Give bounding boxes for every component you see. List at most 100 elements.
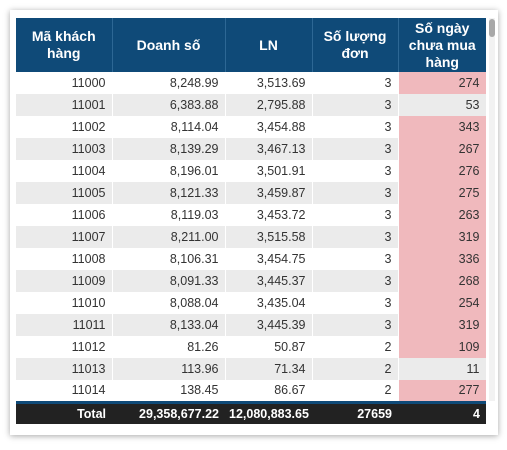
table-row[interactable]: 11001 6,383.88 2,795.88 3 53 — [16, 94, 486, 116]
revenue-cell: 8,088.04 — [112, 292, 226, 314]
order-count-cell: 3 — [312, 116, 399, 138]
customer-id-cell: 11009 — [16, 270, 113, 292]
profit-cell: 3,467.13 — [225, 138, 313, 160]
header-row: Mã khách hàng Doanh số LN Số lượng đơn S… — [16, 18, 486, 72]
column-header-profit[interactable]: LN — [225, 18, 313, 72]
profit-cell: 3,453.72 — [225, 204, 313, 226]
customer-id-cell: 11011 — [16, 314, 113, 336]
scrollbar-thumb[interactable] — [489, 19, 495, 37]
order-count-cell: 3 — [312, 138, 399, 160]
revenue-cell: 8,133.04 — [112, 314, 226, 336]
total-revenue: 29,358,677.22 — [112, 400, 225, 424]
profit-cell: 86.67 — [225, 380, 313, 402]
days-since-purchase-cell: 275 — [398, 182, 486, 204]
table-row[interactable]: 11005 8,121.33 3,459.87 3 275 — [16, 182, 486, 204]
column-header-order-count[interactable]: Số lượng đơn — [312, 18, 399, 72]
profit-cell: 71.34 — [225, 358, 313, 380]
table-row[interactable]: 11006 8,119.03 3,453.72 3 263 — [16, 204, 486, 226]
customer-id-cell: 11005 — [16, 182, 113, 204]
table-row[interactable]: 11008 8,106.31 3,454.75 3 336 — [16, 248, 486, 270]
revenue-cell: 8,091.33 — [112, 270, 226, 292]
table-row[interactable]: 11013 113.96 71.34 2 11 — [16, 358, 486, 380]
profit-cell: 3,454.75 — [225, 248, 313, 270]
revenue-cell: 8,121.33 — [112, 182, 226, 204]
days-since-purchase-cell: 277 — [398, 380, 486, 402]
customer-id-cell: 11007 — [16, 226, 113, 248]
customer-id-cell: 11000 — [16, 72, 113, 94]
profit-cell: 3,435.04 — [225, 292, 313, 314]
revenue-cell: 8,119.03 — [112, 204, 226, 226]
order-count-cell: 3 — [312, 182, 399, 204]
profit-cell: 2,795.88 — [225, 94, 313, 116]
customer-id-cell: 11013 — [16, 358, 113, 380]
total-profit: 12,080,883.65 — [225, 400, 312, 424]
days-since-purchase-cell: 319 — [398, 226, 486, 248]
profit-cell: 3,501.91 — [225, 160, 313, 182]
table-row[interactable]: 11010 8,088.04 3,435.04 3 254 — [16, 292, 486, 314]
order-count-cell: 3 — [312, 72, 399, 94]
days-since-purchase-cell: 343 — [398, 116, 486, 138]
days-since-purchase-cell: 109 — [398, 336, 486, 358]
profit-cell: 3,445.37 — [225, 270, 313, 292]
customer-id-cell: 11008 — [16, 248, 113, 270]
revenue-cell: 138.45 — [112, 380, 226, 402]
revenue-cell: 8,196.01 — [112, 160, 226, 182]
table-row[interactable]: 11014 138.45 86.67 2 277 — [16, 380, 486, 402]
profit-cell: 3,459.87 — [225, 182, 313, 204]
table-row[interactable]: 11000 8,248.99 3,513.69 3 274 — [16, 72, 486, 94]
order-count-cell: 3 — [312, 248, 399, 270]
customer-table: Mã khách hàng Doanh số LN Số lượng đơn S… — [16, 18, 486, 428]
table-row[interactable]: 11003 8,139.29 3,467.13 3 267 — [16, 138, 486, 160]
days-since-purchase-cell: 263 — [398, 204, 486, 226]
days-since-purchase-cell: 267 — [398, 138, 486, 160]
revenue-cell: 6,383.88 — [112, 94, 226, 116]
customer-id-cell: 11003 — [16, 138, 113, 160]
total-label: Total — [16, 400, 112, 424]
days-since-purchase-cell: 254 — [398, 292, 486, 314]
days-since-purchase-cell: 336 — [398, 248, 486, 270]
column-header-revenue[interactable]: Doanh số — [112, 18, 226, 72]
total-row: Total 29,358,677.22 12,080,883.65 27659 … — [16, 400, 486, 424]
profit-cell: 3,454.88 — [225, 116, 313, 138]
order-count-cell: 3 — [312, 314, 399, 336]
customer-id-cell: 11010 — [16, 292, 113, 314]
table-row[interactable]: 11011 8,133.04 3,445.39 3 319 — [16, 314, 486, 336]
order-count-cell: 2 — [312, 358, 399, 380]
revenue-cell: 8,248.99 — [112, 72, 226, 94]
customer-id-cell: 11006 — [16, 204, 113, 226]
profit-cell: 3,445.39 — [225, 314, 313, 336]
order-count-cell: 2 — [312, 336, 399, 358]
total-order-count: 27659 — [312, 400, 398, 424]
days-since-purchase-cell: 274 — [398, 72, 486, 94]
order-count-cell: 3 — [312, 270, 399, 292]
customer-id-cell: 11014 — [16, 380, 113, 402]
revenue-cell: 8,139.29 — [112, 138, 226, 160]
order-count-cell: 3 — [312, 292, 399, 314]
column-header-customer-id[interactable]: Mã khách hàng — [16, 18, 113, 72]
days-since-purchase-cell: 268 — [398, 270, 486, 292]
table-row[interactable]: 11009 8,091.33 3,445.37 3 268 — [16, 270, 486, 292]
order-count-cell: 3 — [312, 204, 399, 226]
vertical-scrollbar[interactable] — [489, 18, 495, 401]
table-row[interactable]: 11002 8,114.04 3,454.88 3 343 — [16, 116, 486, 138]
revenue-cell: 81.26 — [112, 336, 226, 358]
table-row[interactable]: 11004 8,196.01 3,501.91 3 276 — [16, 160, 486, 182]
profit-cell: 3,515.58 — [225, 226, 313, 248]
order-count-cell: 3 — [312, 160, 399, 182]
table-row[interactable]: 11012 81.26 50.87 2 109 — [16, 336, 486, 358]
revenue-cell: 8,211.00 — [112, 226, 226, 248]
order-count-cell: 3 — [312, 226, 399, 248]
days-since-purchase-cell: 276 — [398, 160, 486, 182]
revenue-cell: 8,106.31 — [112, 248, 226, 270]
order-count-cell: 3 — [312, 94, 399, 116]
customer-id-cell: 11012 — [16, 336, 113, 358]
days-since-purchase-cell: 11 — [398, 358, 486, 380]
days-since-purchase-cell: 319 — [398, 314, 486, 336]
order-count-cell: 2 — [312, 380, 399, 402]
revenue-cell: 8,114.04 — [112, 116, 226, 138]
customer-id-cell: 11001 — [16, 94, 113, 116]
days-since-purchase-cell: 53 — [398, 94, 486, 116]
total-days-since-purchase: 4 — [398, 400, 486, 424]
column-header-days-since-purchase[interactable]: Số ngày chưa mua hàng — [398, 18, 486, 72]
table-row[interactable]: 11007 8,211.00 3,515.58 3 319 — [16, 226, 486, 248]
